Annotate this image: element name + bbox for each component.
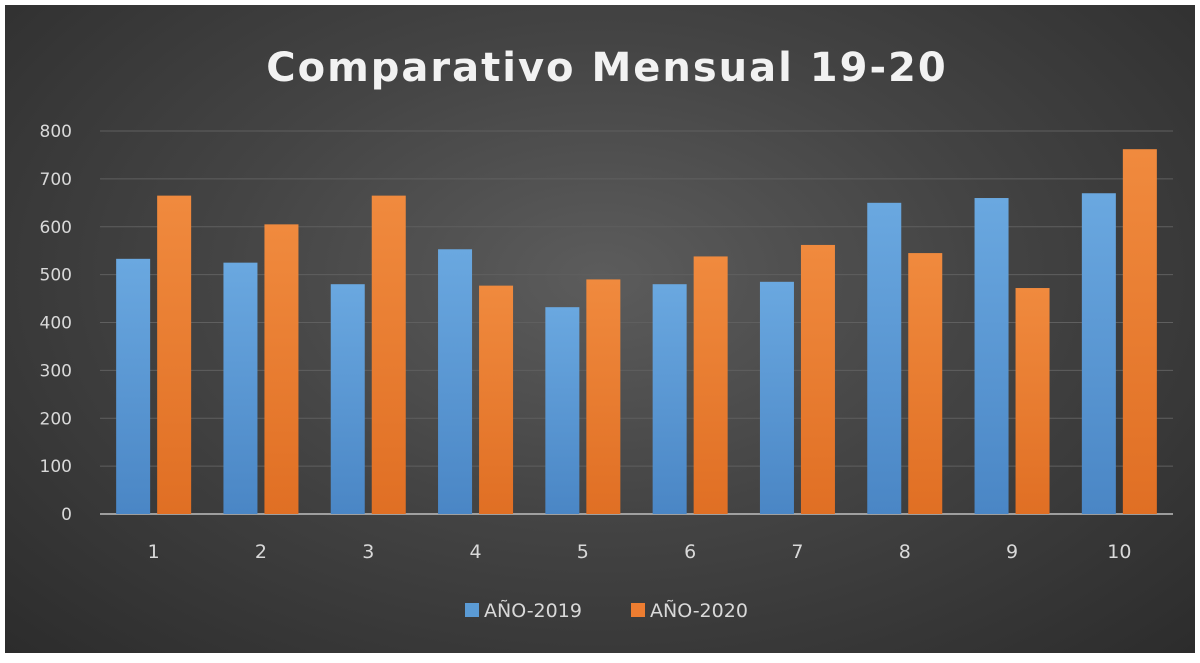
bar-2019	[330, 284, 365, 514]
bar-2019	[652, 284, 687, 514]
y-tick-label: 600	[40, 218, 72, 238]
bar-2020	[1122, 149, 1157, 514]
x-tick-label: 6	[684, 541, 696, 563]
y-tick-label: 800	[40, 122, 72, 142]
y-tick-label: 200	[40, 409, 72, 429]
x-tick-label: 10	[1107, 541, 1131, 563]
x-tick-label: 1	[148, 541, 160, 563]
bar-2019	[545, 307, 580, 514]
bar-chart: Comparativo Mensual 19-20 0 100 200 300 400 5…	[40, 45, 1173, 622]
gridlines	[100, 130, 1173, 515]
x-tick-label: 4	[470, 541, 482, 563]
y-axis: 0 100 200 300 400 500 600 700 800	[40, 122, 72, 525]
bar-2019	[1081, 193, 1116, 515]
chart-title: Comparativo Mensual 19-20	[266, 45, 947, 91]
x-tick-label: 2	[255, 541, 267, 563]
x-tick-label: 5	[577, 541, 589, 563]
bar-2019	[867, 202, 902, 514]
x-tick-label: 7	[791, 541, 803, 563]
x-tick-label: 9	[1006, 541, 1018, 563]
x-tick-label: 8	[899, 541, 911, 563]
x-axis: 1 2 3 4 5 6 7 8 9 10	[148, 541, 1132, 563]
bar-2020	[908, 253, 943, 515]
legend: AÑO-2019 AÑO-2020	[465, 599, 748, 622]
bar-2020	[1015, 288, 1050, 514]
bar-2019	[116, 258, 151, 514]
y-tick-label: 700	[40, 170, 72, 190]
bar-2020	[586, 279, 621, 514]
bars	[116, 149, 1157, 515]
legend-swatch	[465, 603, 479, 617]
bar-2019	[438, 249, 473, 514]
legend-swatch	[631, 603, 645, 617]
bar-2020	[693, 256, 728, 514]
x-tick-label: 3	[362, 541, 374, 563]
y-tick-label: 0	[61, 505, 72, 525]
bar-2019	[759, 281, 794, 514]
bar-2020	[479, 285, 514, 514]
y-tick-label: 500	[40, 266, 72, 286]
bar-2020	[371, 195, 406, 514]
bar-2020	[264, 224, 299, 514]
bar-2020	[157, 195, 192, 514]
bar-2020	[800, 244, 835, 514]
y-tick-label: 100	[40, 457, 72, 477]
bar-2019	[974, 198, 1009, 514]
legend-label: AÑO-2020	[650, 599, 748, 622]
legend-label: AÑO-2019	[484, 599, 582, 622]
bar-2019	[223, 262, 258, 514]
y-tick-label: 400	[40, 314, 72, 334]
y-tick-label: 300	[40, 361, 72, 381]
